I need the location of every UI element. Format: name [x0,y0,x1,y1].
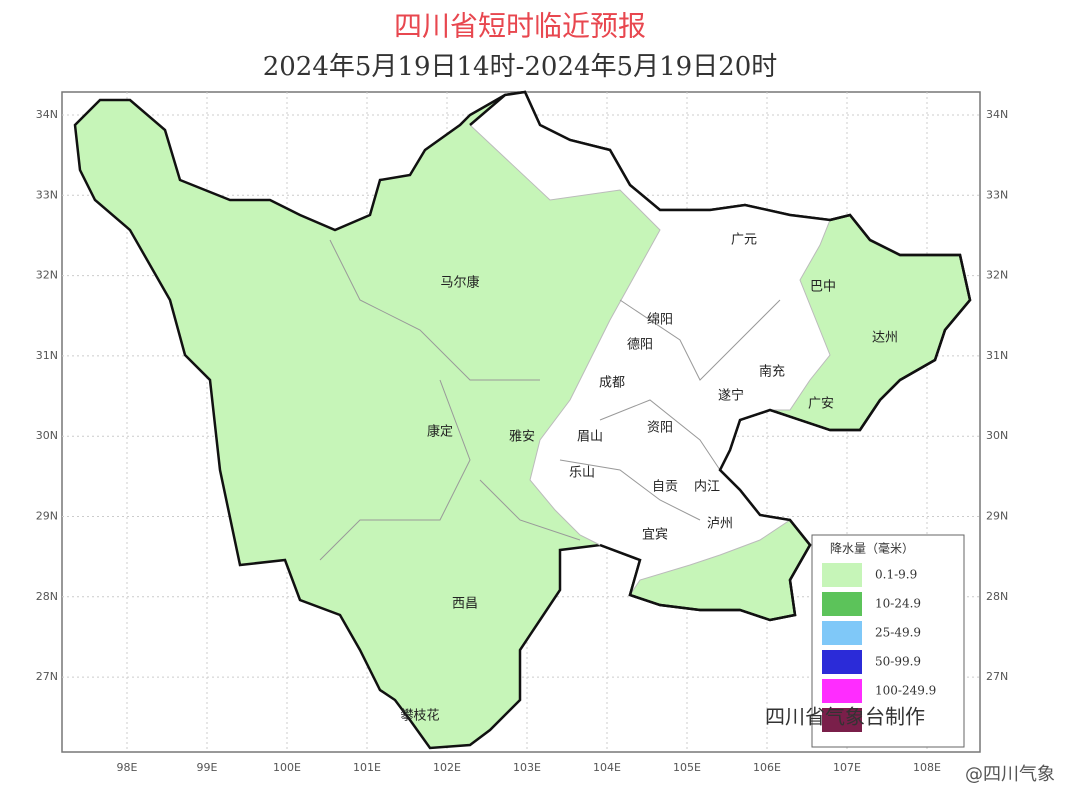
legend-title: 降水量（毫米） [830,541,914,556]
city-label: 巴中 [810,280,836,295]
lon-label: 104E [593,761,621,774]
city-label: 广元 [731,233,757,248]
lat-label: 34N [36,108,58,121]
lon-label: 107E [833,761,861,774]
city-label: 南充 [759,364,785,380]
lat-label: 28N [986,590,1008,603]
city-label: 达州 [872,331,898,346]
city-label: 广安 [808,397,834,412]
city-label: 泸州 [707,517,733,532]
watermark: @四川气象 [965,764,1055,785]
lat-label: 32N [986,269,1008,282]
city-label: 自贡 [652,480,678,495]
title: 四川省短时临近预报 [394,10,646,43]
city-label: 遂宁 [718,388,744,404]
lon-label: 100E [273,761,301,774]
legend-swatch [822,708,862,732]
legend-label: 0.1-9.9 [875,568,917,582]
lat-label: 29N [36,510,58,523]
legend-label: 10-24.9 [875,597,921,611]
city-label: 西昌 [452,597,478,612]
lon-label: 101E [353,761,381,774]
province-border [469,90,972,622]
city-label: 马尔康 [440,275,479,291]
lat-label: 32N [36,269,58,282]
city-label: 内江 [694,479,720,495]
lat-label: 31N [36,349,58,362]
legend-swatch [822,621,862,645]
lat-label: 30N [986,429,1008,442]
city-label: 攀枝花 [400,708,439,724]
city-label: 绵阳 [647,313,673,328]
lon-label: 106E [753,761,781,774]
city-label: 德阳 [627,338,653,353]
lat-label: 33N [986,188,1008,201]
city-label: 宜宾 [642,527,668,543]
lat-label: 27N [986,670,1008,683]
lon-label: 99E [197,761,218,774]
legend-swatch [822,679,862,703]
city-label: 雅安 [509,430,535,445]
lat-label: 33N [36,188,58,201]
lon-label: 103E [513,761,541,774]
lat-label: 34N [986,108,1008,121]
legend-swatch [822,650,862,674]
legend-label: 25-49.9 [875,626,921,640]
lat-label: 27N [36,670,58,683]
legend-label: 100-249.9 [875,684,936,698]
lat-label: 31N [986,349,1008,362]
lon-label: 102E [433,761,461,774]
lon-label: 105E [673,761,701,774]
lat-label: 28N [36,590,58,603]
legend-swatch [822,563,862,587]
city-label: 康定 [427,424,453,440]
city-label: 资阳 [647,421,673,436]
subtitle: 2024年5月19日14时-2024年5月19日20时 [263,52,778,82]
lon-label: 108E [913,761,941,774]
district-borders [319,239,781,561]
legend-label: 50-99.9 [875,655,921,669]
legend-swatch [822,592,862,616]
lat-label: 30N [36,429,58,442]
city-label: 成都 [599,376,625,391]
legend-items: 0.1-9.9 10-24.9 25-49.9 50-99.9 100-249.9 [822,563,936,703]
lon-label: 98E [117,761,138,774]
city-label: 眉山 [577,430,603,445]
credit: 四川省气象台制作 [765,705,925,729]
lat-label: 29N [986,510,1008,523]
city-label: 乐山 [569,466,595,481]
